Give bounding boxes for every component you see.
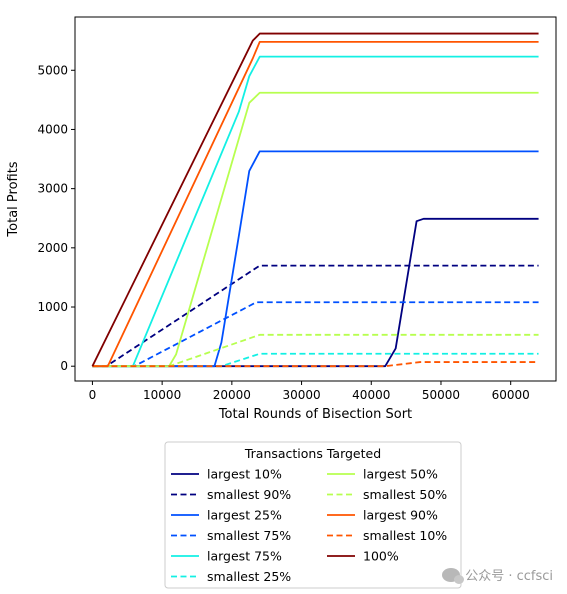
x-tick-label: 30000 — [282, 388, 320, 402]
legend-label: smallest 50% — [363, 487, 447, 502]
plot-area — [91, 32, 539, 368]
legend-title: Transactions Targeted — [244, 446, 381, 461]
x-tick-label: 0 — [89, 388, 97, 402]
series-lines — [91, 32, 539, 368]
series-line-largest-75 — [92, 55, 539, 368]
series-line-largest-50 — [92, 91, 539, 368]
watermark-text: 公众号 · ccfsci — [465, 569, 553, 584]
legend-entry-largest-10: largest 10% — [171, 467, 282, 482]
series-line-smallest-25 — [92, 352, 539, 368]
legend-label: smallest 75% — [207, 528, 291, 543]
legend-entry-largest-50: largest 50% — [327, 467, 438, 482]
legend-label: smallest 90% — [207, 487, 291, 502]
series-line-largest-90 — [92, 40, 539, 368]
legend-label: 100% — [363, 549, 399, 564]
legend-label: smallest 25% — [207, 569, 291, 584]
x-tick-label: 60000 — [492, 388, 530, 402]
y-tick-label: 3000 — [37, 182, 68, 196]
series-line-100 — [91, 32, 539, 367]
legend-entry-largest-25: largest 25% — [171, 508, 282, 523]
x-tick-label: 10000 — [143, 388, 181, 402]
watermark: 公众号 · ccfsci — [442, 565, 553, 584]
plot-frame — [74, 16, 557, 382]
y-tick-label: 2000 — [37, 241, 68, 255]
series-line-largest-25 — [92, 150, 539, 368]
legend-entry-smallest-90: smallest 90% — [171, 487, 291, 502]
legend-label: largest 90% — [363, 508, 438, 523]
series-line-smallest-50 — [92, 333, 539, 368]
series-line-smallest-90 — [92, 264, 539, 368]
x-tick-label: 20000 — [213, 388, 251, 402]
legend-label: largest 10% — [207, 467, 282, 482]
y-tick-label: 5000 — [37, 63, 68, 77]
series-line-largest-10 — [92, 217, 539, 368]
x-axis-label: Total Rounds of Bisection Sort — [218, 407, 412, 422]
wechat-icon — [442, 567, 465, 584]
legend-entry-largest-90: largest 90% — [327, 508, 438, 523]
x-tick-label: 50000 — [422, 388, 460, 402]
y-axis-label: Total Profits — [6, 161, 21, 237]
legend-label: smallest 10% — [363, 528, 447, 543]
legend-label: largest 50% — [363, 467, 438, 482]
series-line-smallest-10 — [92, 361, 539, 368]
legend-label: largest 25% — [207, 508, 282, 523]
y-tick-label: 0 — [60, 359, 68, 373]
legend-label: largest 75% — [207, 549, 282, 564]
legend-entry-smallest-50: smallest 50% — [327, 487, 447, 502]
axes: 0 10000 20000 30000 40000 50000 60000 0 1000 2000… — [6, 16, 557, 422]
legend: Transactions Targeted largest 10% smallest… — [164, 441, 462, 589]
legend-entry-largest-75: largest 75% — [171, 549, 282, 564]
legend-box — [164, 441, 462, 589]
legend-entry-smallest-75: smallest 75% — [171, 528, 291, 543]
legend-entry-smallest-10: smallest 10% — [327, 528, 447, 543]
y-tick-label: 1000 — [37, 300, 68, 314]
y-tick-label: 4000 — [37, 122, 68, 136]
legend-entry-smallest-25: smallest 25% — [171, 569, 291, 584]
x-tick-label: 40000 — [352, 388, 390, 402]
legend-entry-100: 100% — [327, 549, 399, 564]
